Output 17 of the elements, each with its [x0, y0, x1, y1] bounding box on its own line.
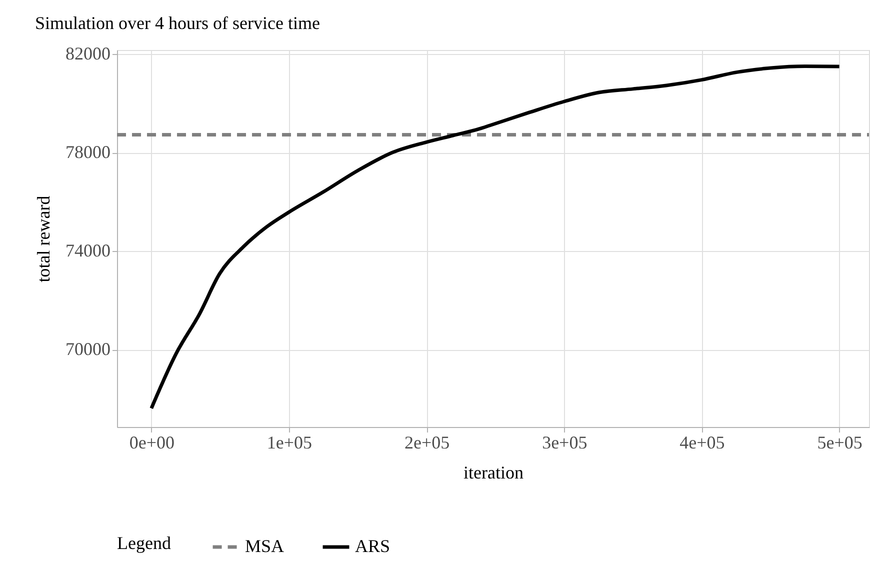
x-tick-label: 5e+05	[817, 432, 862, 452]
chart-title: Simulation over 4 hours of service time	[35, 12, 320, 33]
legend-label: MSA	[245, 536, 284, 556]
line-series	[150, 64, 842, 410]
x-tick-label: 4e+05	[680, 432, 725, 452]
x-tick-label: 0e+00	[129, 432, 174, 452]
y-tick-label: 70000	[66, 339, 110, 360]
x-axis-title: iteration	[464, 462, 524, 482]
legend-label: ARS	[355, 536, 390, 556]
x-tick-label: 2e+05	[404, 432, 450, 452]
y-tick-label: 78000	[66, 142, 110, 162]
y-axis-title: total reward	[34, 196, 54, 282]
y-tick-label: 74000	[66, 240, 110, 261]
legend-title: Legend	[117, 533, 171, 553]
x-tick-label: 1e+05	[266, 432, 312, 452]
x-tick-label: 3e+05	[542, 432, 588, 452]
y-tick-label: 82000	[66, 43, 110, 64]
